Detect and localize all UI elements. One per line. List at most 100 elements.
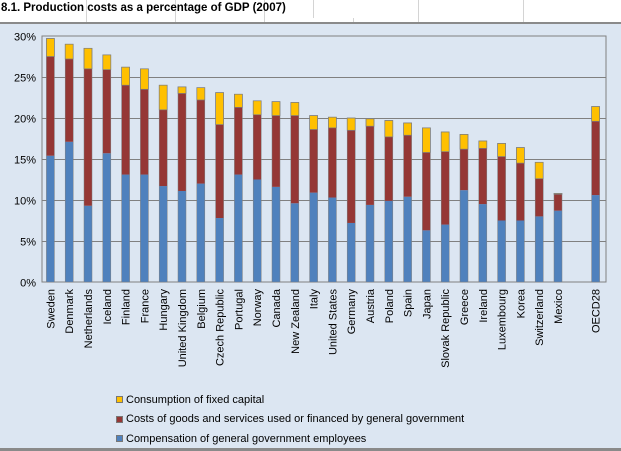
sheet-cell[interactable] xyxy=(265,0,314,18)
bar-segment xyxy=(140,89,149,175)
bar-segment xyxy=(309,129,318,193)
bar-segment xyxy=(290,115,299,204)
bar-segment xyxy=(460,149,468,191)
bar-segment xyxy=(591,121,600,196)
x-tick-label: Canada xyxy=(271,288,283,327)
bar-segment xyxy=(84,68,92,206)
sheet-cell[interactable] xyxy=(0,0,87,18)
bar-segment xyxy=(309,115,318,130)
chart-legend: Consumption of fixed capital Costs of go… xyxy=(116,390,464,449)
bar-outline xyxy=(177,86,187,283)
bar-segment xyxy=(140,174,149,282)
bar-outline xyxy=(516,147,525,283)
legend-swatch-compensation xyxy=(116,435,123,443)
sheet-cell[interactable] xyxy=(176,18,265,22)
bar-outline xyxy=(83,48,93,283)
x-tick-label: Germany xyxy=(346,289,358,335)
bar-segment xyxy=(403,135,412,197)
bar-outline xyxy=(158,84,168,283)
bar-segment xyxy=(102,69,111,154)
bar-outline xyxy=(271,101,281,283)
spreadsheet-header-row: 8.1. Production costs as a percentage of… xyxy=(0,0,621,19)
bar-segment xyxy=(478,140,488,149)
bar-segment xyxy=(64,43,74,60)
bar-outline xyxy=(309,115,318,283)
legend-label: Consumption of fixed capital xyxy=(126,393,265,406)
bar-segment xyxy=(422,152,431,231)
bar-segment xyxy=(516,163,525,221)
x-tick-label: Hungary xyxy=(158,289,170,331)
bar-segment xyxy=(290,203,299,282)
sheet-cell[interactable] xyxy=(176,0,265,18)
bar-outline xyxy=(478,140,488,283)
bar-segment xyxy=(215,92,224,125)
sheet-cell[interactable] xyxy=(419,0,524,18)
sheet-cell[interactable] xyxy=(314,0,419,18)
bar-segment xyxy=(328,197,337,282)
bar-segment xyxy=(403,122,412,136)
x-tick-label: Luxembourg xyxy=(497,289,509,350)
x-tick-label: Switzerland xyxy=(534,289,546,346)
bar-segment xyxy=(46,38,55,57)
legend-item-fixed-capital: Consumption of fixed capital xyxy=(116,390,464,410)
bar-segment xyxy=(196,183,205,282)
legend-label: Costs of goods and services used or fina… xyxy=(126,413,465,426)
bar-segment xyxy=(534,161,544,180)
y-tick-label: 0% xyxy=(20,278,36,290)
x-tick-label: Portugal xyxy=(233,289,245,330)
bar-outline xyxy=(290,102,300,283)
bar-outline xyxy=(46,38,55,283)
bar-segment xyxy=(252,100,262,116)
bar-segment xyxy=(121,85,130,175)
x-tick-label: Slovak Republic xyxy=(440,289,452,368)
x-tick-label: United Kingdom xyxy=(177,289,189,367)
bar-outline xyxy=(102,54,112,283)
bar-outline xyxy=(328,116,337,283)
sheet-cell[interactable] xyxy=(419,18,524,22)
bar-segment xyxy=(253,179,262,282)
bar-segment xyxy=(460,190,468,282)
bar-segment xyxy=(102,54,112,70)
x-tick-label: Italy xyxy=(309,289,321,310)
bar-segment xyxy=(234,107,243,175)
sheet-cell[interactable] xyxy=(0,18,87,22)
bar-segment xyxy=(497,143,506,157)
bar-segment xyxy=(65,141,74,282)
bar-outline xyxy=(121,66,130,283)
bar-segment xyxy=(554,210,562,282)
bar-outline xyxy=(497,143,506,283)
bar-segment xyxy=(83,47,93,70)
legend-item-compensation: Compensation of general government emplo… xyxy=(116,429,464,449)
bar-segment xyxy=(328,116,337,129)
bar-segment xyxy=(215,124,224,219)
y-tick-label: 20% xyxy=(14,114,36,126)
x-tick-label: OECD28 xyxy=(591,289,603,333)
bar-segment xyxy=(253,114,262,180)
sheet-cell[interactable] xyxy=(354,18,419,22)
x-tick-label: Czech Republic xyxy=(215,289,227,367)
y-tick-label: 15% xyxy=(14,155,36,167)
bar-segment xyxy=(459,134,469,150)
bar-outline xyxy=(384,120,394,283)
x-tick-label: Sweden xyxy=(45,289,57,329)
chart-title: 8.1. Production costs as a percentage of… xyxy=(1,2,286,14)
bar-outline xyxy=(534,162,544,283)
legend-swatch-goods-services xyxy=(116,415,123,423)
bar-outline xyxy=(459,134,469,283)
bar-segment xyxy=(159,186,168,282)
legend-label: Compensation of general government emplo… xyxy=(126,432,367,445)
x-tick-label: Denmark xyxy=(64,289,76,334)
x-tick-label: Korea xyxy=(515,288,527,318)
bar-outline xyxy=(365,118,375,283)
bar-segment xyxy=(272,115,280,187)
y-tick-label: 30% xyxy=(14,32,36,44)
x-tick-label: Belgium xyxy=(196,289,208,329)
sheet-cell[interactable] xyxy=(87,0,176,18)
bar-segment xyxy=(234,174,243,282)
sheet-cell[interactable] xyxy=(87,18,176,22)
legend-item-goods-services: Costs of goods and services used or fina… xyxy=(116,410,464,430)
bar-segment xyxy=(178,190,186,282)
bar-segment xyxy=(177,86,187,94)
bar-outline xyxy=(422,127,431,283)
sheet-cell[interactable] xyxy=(265,18,354,22)
